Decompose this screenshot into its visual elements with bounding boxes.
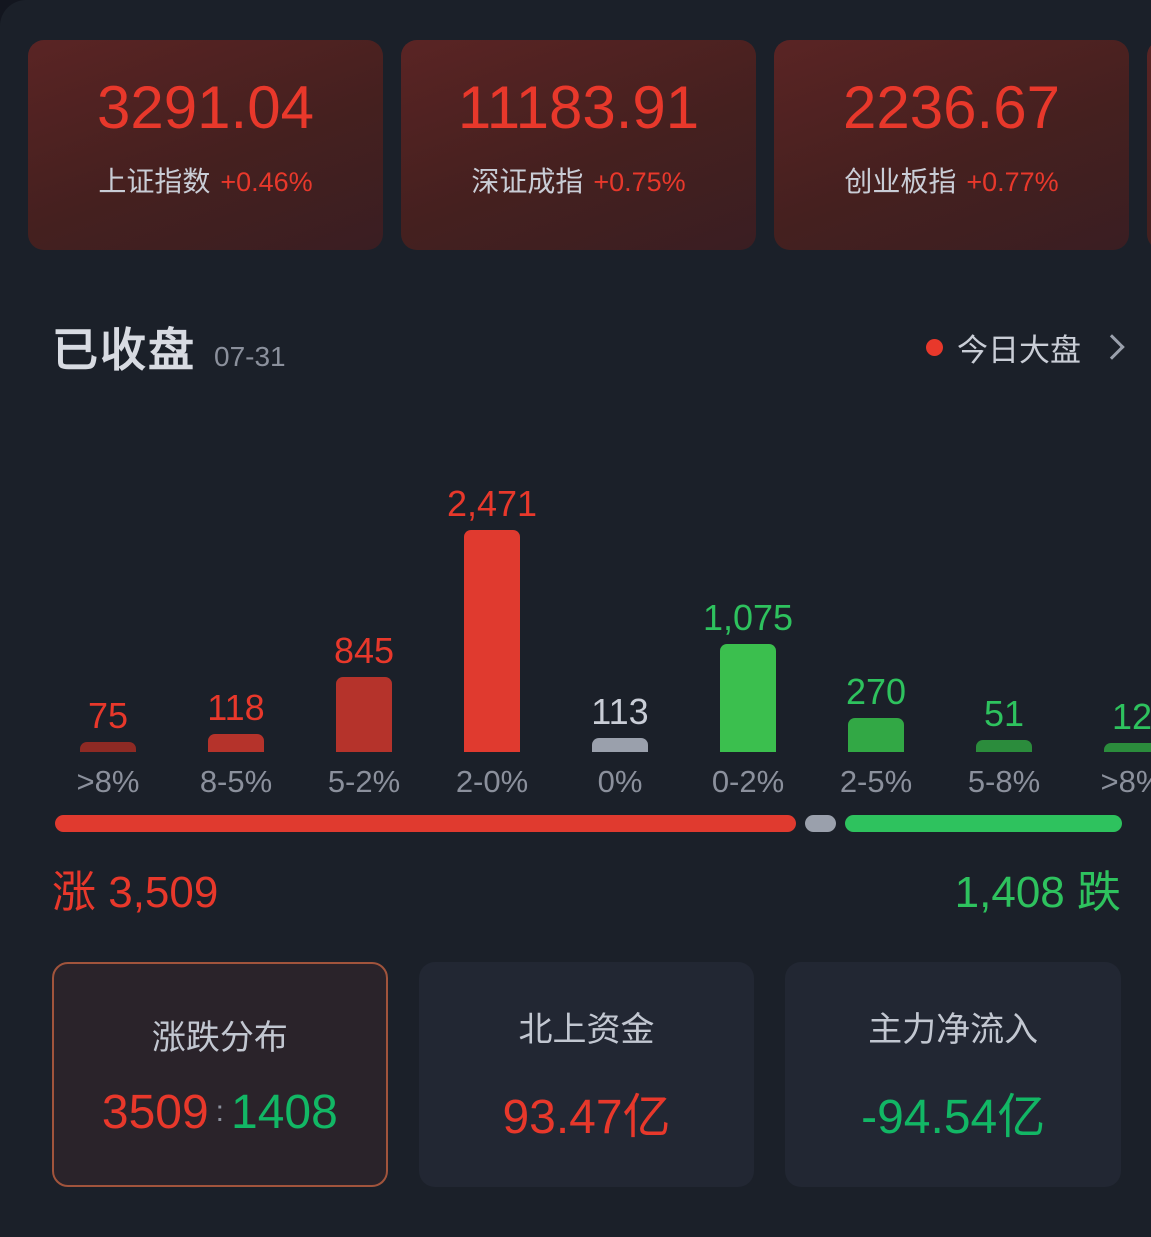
index-value: 3291.04 [97,74,314,141]
chart-bar-axis-label: 2-0% [455,764,529,799]
index-card-chinext[interactable]: 2236.67 创业板指 +0.77% [774,40,1129,250]
index-name: 上证指数 [98,166,211,197]
stat-label: 北上资金 [518,1011,655,1049]
down-label: 跌 [1077,868,1121,917]
stat-card-main-net-inflow[interactable]: 主力净流入 -94.54亿 [785,962,1122,1187]
market-status-title: 已收盘 [52,324,196,376]
index-meta: 深证成指 +0.75% [471,160,685,200]
stat-label: 主力净流入 [868,1011,1039,1049]
chart-bar-axis-label: 0% [597,764,643,799]
up-count: 3,509 [108,868,219,917]
chart-bar-value: 118 [207,687,265,728]
down-count: 1,408 [954,868,1065,917]
up-total: 涨 3,509 [52,856,218,920]
ratio-segment-down [844,814,1122,832]
chart-bar-axis-label: >8% [76,764,140,799]
index-value: 2236.67 [843,74,1060,141]
index-name: 创业板指 [844,166,957,197]
chart-bar-value: 270 [845,671,907,712]
today-market-label: 今日大盘 [957,332,1081,368]
index-name: 深证成指 [471,166,584,197]
today-market-link[interactable]: 今日大盘 [926,325,1125,370]
index-meta: 创业板指 +0.77% [844,160,1058,200]
index-card-shanghai[interactable]: 3291.04 上证指数 +0.46% [28,40,383,250]
chart-bar-rect [336,677,392,752]
stat-label: 涨跌分布 [151,1018,288,1057]
stat-ratio-up: 3509 [101,1085,209,1139]
live-dot-icon [926,338,943,356]
up-label: 涨 [52,868,96,917]
index-change: +0.77% [966,167,1059,197]
index-change: +0.75% [593,167,686,197]
chart-bar-column: 12 >8% [1076,460,1151,800]
market-status-left: 已收盘 07-31 [52,314,286,380]
index-card-partial[interactable] [1147,40,1151,250]
chart-bar-axis-label: 2-5% [839,764,913,799]
chart-bar-value: 51 [983,693,1025,734]
market-status-header: 已收盘 07-31 今日大盘 [52,312,1125,382]
stat-ratio-value: 3509 : 1408 [102,1085,338,1140]
updown-ratio-bar [55,812,1122,834]
chart-bar-axis-label: 8-5% [199,764,273,799]
updown-distribution-chart: 75 >8% 118 8-5% 845 5-2% 2,471 2-0% 113 0% 1,075 0-… [28,420,1151,800]
index-card-shenzhen[interactable]: 11183.91 深证成指 +0.75% [401,40,756,250]
chevron-right-icon [1099,334,1125,360]
market-status-date: 07-31 [214,341,286,372]
chart-bar-column: 113 0% [564,460,676,800]
down-total: 1,408 跌 [955,856,1121,920]
chart-bar-rect [208,734,264,752]
index-meta: 上证指数 +0.46% [98,160,312,200]
index-cards-strip[interactable]: 3291.04 上证指数 +0.46% 11183.91 深证成指 +0.75%… [28,0,1151,260]
chart-bar-column: 270 2-5% [820,460,932,800]
chart-bar-column: 845 5-2% [308,460,420,800]
chart-bar-column: 51 5-8% [948,460,1060,800]
chart-bar-rect [976,740,1032,752]
chart-bar-value: 75 [87,695,129,736]
chart-bar-value: 845 [333,630,395,671]
chart-bar-column: 1,075 0-2% [692,460,804,800]
stat-value: 93.47亿 [502,1091,671,1144]
ratio-segment-flat [804,814,836,832]
stat-card-updown-distribution[interactable]: 涨跌分布 3509 : 1408 [52,962,388,1187]
chart-bar-column: 75 >8% [52,460,164,800]
chart-bar-axis-label: 0-2% [711,764,785,799]
stat-value: -94.54亿 [861,1091,1046,1144]
chart-bar-value: 113 [591,691,649,732]
chart-bar-rect [464,530,520,752]
chart-bar-value: 2,471 [446,483,538,524]
chart-bar-rect [848,718,904,752]
stat-cards-row: 涨跌分布 3509 : 1408 北上资金 93.47亿 主力净流入 -94.5… [52,962,1122,1187]
chart-bar-value: 1,075 [702,597,794,638]
index-change: +0.46% [220,167,313,197]
updown-totals: 涨 3,509 1,408 跌 [52,855,1121,921]
chart-bar-axis-label: 5-2% [327,764,401,799]
stat-ratio-down: 1408 [231,1085,338,1139]
stat-ratio-sep: : [215,1095,224,1128]
chart-bar-rect [1104,743,1151,752]
chart-bar-rect [592,738,648,752]
chart-bar-rect [720,644,776,752]
index-value: 11183.91 [457,74,700,141]
chart-bar-rect [80,742,136,752]
chart-bar-column: 2,471 2-0% [436,460,548,800]
chart-bar-column: 118 8-5% [180,460,292,800]
chart-bar-value: 12 [1111,696,1151,737]
chart-bar-axis-label: 5-8% [967,764,1041,799]
stat-card-northbound-capital[interactable]: 北上资金 93.47亿 [418,962,755,1187]
chart-bar-axis-label: >8% [1100,764,1151,799]
ratio-segment-up [55,814,796,832]
